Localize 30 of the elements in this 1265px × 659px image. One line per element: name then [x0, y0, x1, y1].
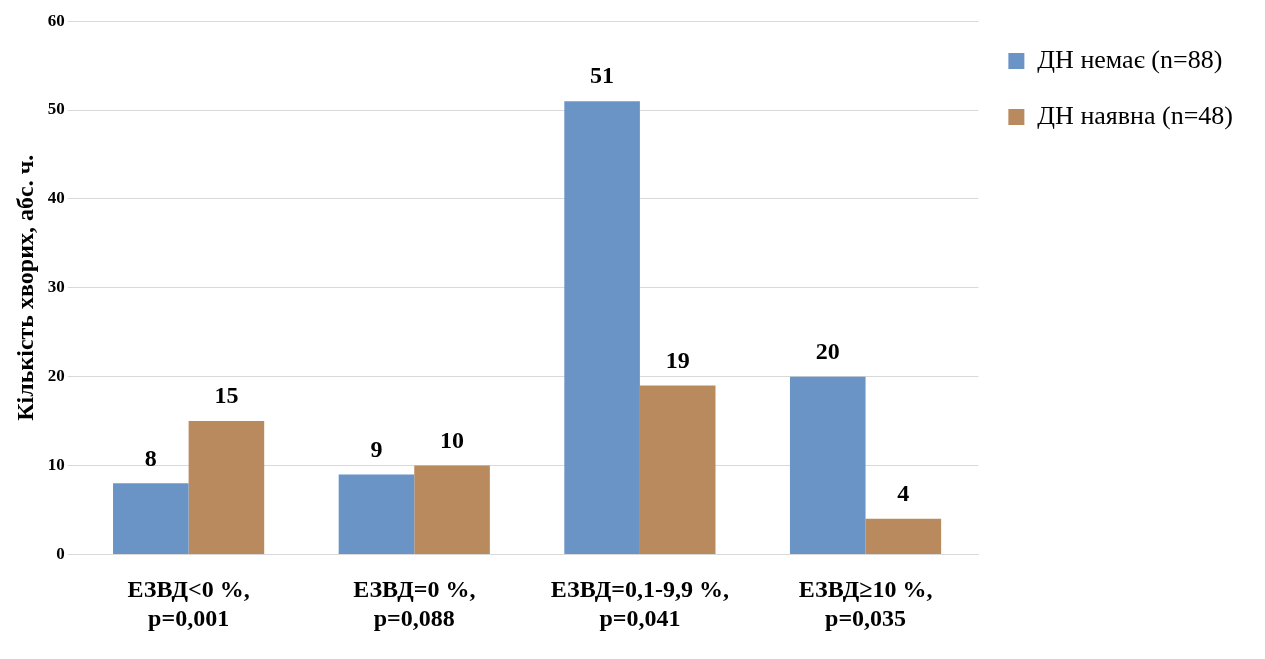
data-label: 20 [815, 337, 840, 364]
y-tick-label: 30 [47, 277, 65, 297]
x-tick-label: ЕЗВД≥10 %, p=0,035 [798, 576, 933, 631]
bar [113, 483, 189, 554]
bar [639, 385, 716, 554]
y-tick-label: 50 [47, 99, 65, 119]
y-tick-label: 60 [47, 10, 65, 30]
x-tick-label: ЕЗВД<0 %, p=0,001 [127, 576, 250, 631]
data-label: 51 [590, 62, 615, 89]
bar [865, 518, 942, 554]
data-label: 4 [897, 480, 910, 507]
bar [789, 376, 866, 554]
data-label: 9 [370, 435, 383, 462]
x-tick-label: ЕЗВД=0,1-9,9 %, p=0,041 [550, 576, 730, 631]
data-label: 15 [214, 382, 239, 409]
bar [414, 465, 490, 554]
legend-label: ДН немає (n=88) [1037, 44, 1223, 74]
x-tick-label: ЕЗВД=0 %, p=0,088 [353, 576, 476, 631]
bar [564, 101, 640, 554]
y-tick-label: 10 [47, 454, 65, 474]
data-label: 10 [440, 426, 465, 453]
bar [188, 421, 265, 554]
y-tick-label: 0 [56, 543, 65, 563]
y-axis-title: Кількість хворих, абс. ч. [11, 154, 38, 421]
legend-label: ДН наявна (n=48) [1037, 100, 1234, 130]
data-label: 8 [144, 444, 157, 471]
data-label: 19 [665, 346, 690, 373]
y-tick-label: 20 [47, 366, 65, 386]
bar [338, 474, 415, 554]
y-tick-label: 40 [47, 188, 65, 208]
